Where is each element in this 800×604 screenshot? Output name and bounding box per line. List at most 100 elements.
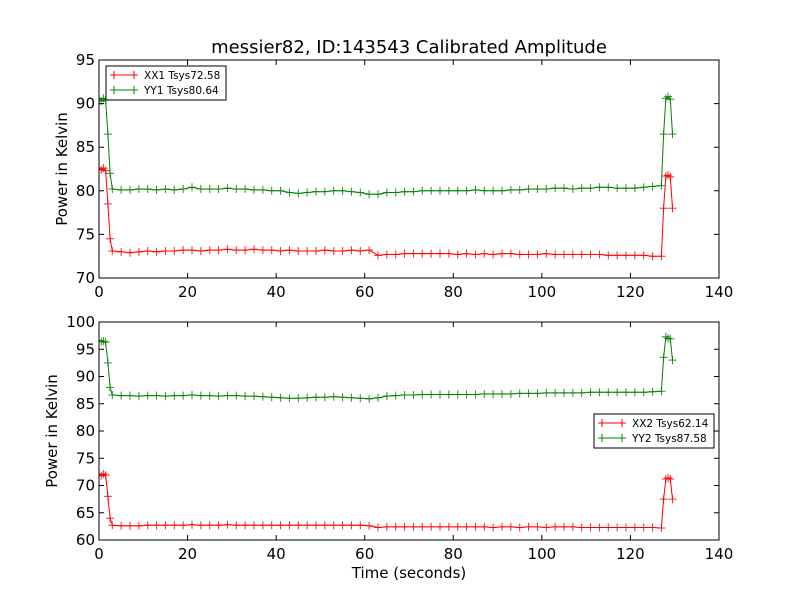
data-point-marker — [453, 186, 462, 195]
data-point-marker — [303, 246, 312, 255]
data-point-marker — [418, 522, 427, 531]
data-point-marker — [604, 388, 613, 397]
data-point-marker — [152, 521, 161, 530]
x-tick-label: 60 — [355, 283, 374, 301]
data-point-marker — [106, 169, 115, 178]
x-tick-label: 0 — [94, 283, 104, 301]
data-point-marker — [108, 246, 117, 255]
data-point-marker — [143, 185, 152, 194]
data-point-marker — [382, 250, 391, 259]
data-point-marker — [462, 186, 471, 195]
data-point-marker — [444, 249, 453, 258]
data-point-marker — [347, 246, 356, 255]
data-point-marker — [117, 185, 126, 194]
data-point-marker — [661, 332, 670, 341]
data-point-marker — [409, 187, 418, 196]
data-point-marker — [604, 251, 613, 260]
data-point-marker — [471, 250, 480, 259]
data-point-marker — [250, 521, 258, 530]
data-point-marker — [338, 186, 347, 195]
data-point-marker — [126, 248, 134, 257]
data-point-marker — [161, 392, 170, 401]
data-point-marker — [267, 186, 276, 195]
data-point-marker — [668, 130, 677, 139]
data-point-marker — [312, 521, 320, 530]
x-tick-label: 100 — [528, 283, 557, 301]
data-point-marker — [101, 166, 110, 175]
data-point-marker — [506, 185, 515, 194]
data-point-marker — [524, 250, 533, 259]
data-point-marker — [400, 187, 409, 196]
data-point-marker — [241, 392, 250, 401]
data-point-marker — [427, 390, 436, 399]
data-point-marker — [453, 390, 462, 399]
data-point-marker — [551, 250, 560, 259]
y-tick-label: 70 — [76, 269, 95, 287]
data-point-marker — [276, 393, 285, 402]
series-line — [99, 335, 673, 400]
data-point-marker — [170, 185, 179, 194]
data-point-marker — [103, 492, 112, 501]
data-point-marker — [338, 393, 347, 402]
data-point-marker — [205, 391, 214, 400]
y-tick-label: 90 — [76, 95, 95, 113]
data-point-marker — [267, 393, 276, 402]
data-point-marker — [639, 523, 648, 532]
data-point-marker — [232, 246, 241, 255]
data-point-marker — [657, 524, 666, 533]
data-point-marker — [294, 521, 303, 530]
data-point-marker — [515, 389, 524, 398]
data-point-marker — [524, 185, 533, 194]
data-point-marker — [106, 514, 115, 523]
y-tick-label: 70 — [76, 477, 95, 495]
y-tick-label: 95 — [76, 51, 95, 69]
data-point-marker — [515, 250, 524, 259]
data-point-marker — [622, 251, 630, 260]
data-point-marker — [196, 185, 205, 194]
data-point-marker — [533, 250, 542, 259]
y-tick-label: 75 — [76, 225, 95, 243]
series-line — [99, 167, 673, 257]
data-point-marker — [542, 523, 551, 532]
x-tick-label: 40 — [267, 283, 286, 301]
legend-label: XX1 Tsys72.58 — [144, 70, 220, 82]
data-point-marker — [108, 185, 117, 194]
data-point-marker — [161, 521, 170, 530]
data-point-marker — [258, 392, 267, 401]
series-line — [99, 473, 673, 529]
data-point-marker — [418, 249, 427, 258]
data-point-marker — [489, 389, 498, 398]
data-point-marker — [524, 389, 533, 398]
data-point-marker — [188, 520, 196, 529]
data-point-marker — [436, 390, 444, 399]
data-point-marker — [622, 184, 630, 193]
data-point-marker — [329, 521, 338, 530]
x-tick-label: 80 — [444, 283, 463, 301]
y-tick-label: 85 — [76, 395, 95, 413]
data-point-marker — [586, 523, 595, 532]
x-tick-label: 20 — [178, 283, 197, 301]
data-point-marker — [409, 249, 418, 258]
data-point-marker — [126, 185, 134, 194]
legend-swatch-icon — [110, 71, 138, 79]
series-line — [99, 95, 673, 195]
data-point-marker — [613, 184, 622, 193]
data-point-marker — [648, 182, 657, 191]
data-point-marker — [267, 521, 276, 530]
data-point-marker — [179, 391, 188, 400]
data-point-marker — [613, 523, 622, 532]
data-point-marker — [480, 389, 489, 398]
x-tick-label: 60 — [355, 545, 374, 563]
x-tick-label: 120 — [616, 283, 645, 301]
data-point-marker — [347, 187, 356, 196]
data-point-marker — [586, 250, 595, 259]
subplot-1: 0 20 40 60 80 100 120 140 70 75 80 85 90 95 Power in K… — [53, 51, 733, 301]
data-point-marker — [303, 521, 312, 530]
data-point-marker — [258, 521, 267, 530]
data-point-marker — [560, 388, 568, 397]
data-point-marker — [480, 522, 489, 531]
data-point-marker — [595, 388, 604, 397]
data-point-marker — [143, 521, 152, 530]
data-point-marker — [659, 204, 668, 213]
data-point-marker — [179, 246, 188, 255]
